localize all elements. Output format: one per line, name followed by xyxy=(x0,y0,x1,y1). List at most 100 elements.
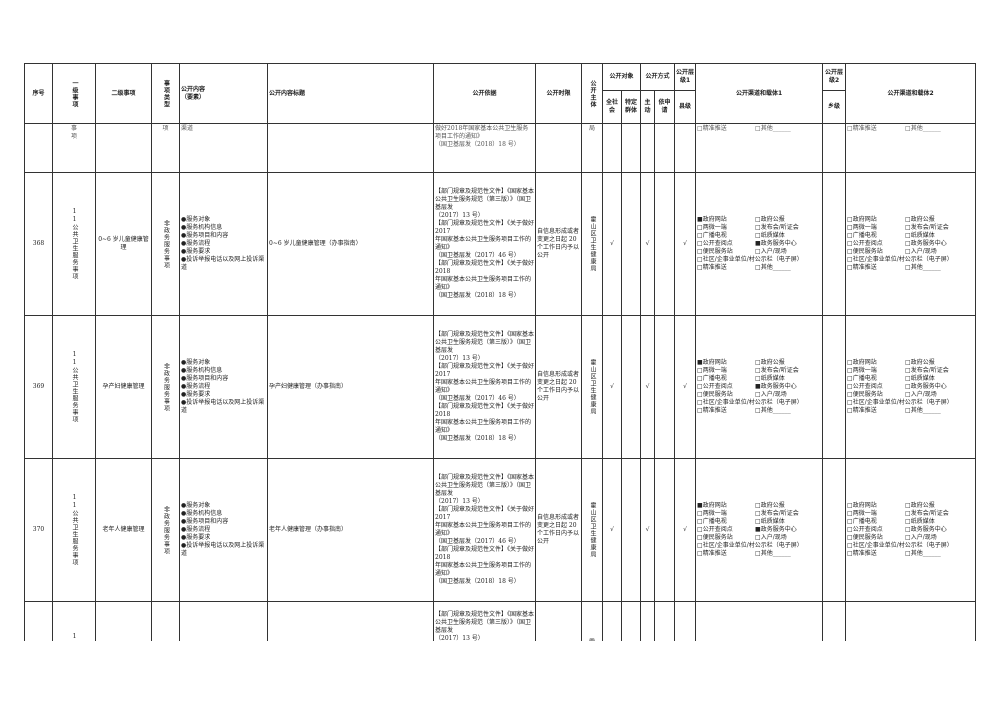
cell-content: ●服务对象 xyxy=(179,601,268,641)
cell-seq: 370 xyxy=(24,458,53,602)
cell-channel-2: □政府网站 □政府公报 □两微一端 □发布会/听证会 □广播电视 □纸质媒体 □公开查阅点 □… xyxy=(845,172,976,316)
channel-option: □两微一端 xyxy=(697,510,727,517)
channel-option: □两微一端 xyxy=(697,367,727,374)
channel-option: □发布会/听证会 xyxy=(755,367,799,374)
channel-option: □政府公报 xyxy=(905,216,935,223)
channel-option: □公开查阅点 xyxy=(847,383,883,390)
cell-content: 渠道 xyxy=(179,123,268,173)
cell-content: ●服务对象 ●服务机构信息 ●服务项目和内容 ●服务流程 ●服务要求 ●投诉举报… xyxy=(179,458,268,602)
cell-level-county: √ xyxy=(674,458,697,602)
channel-option: ■政务服务中心 xyxy=(755,240,797,247)
channel-option: □其他______ xyxy=(905,407,941,414)
channel-option: □公开查阅点 xyxy=(697,240,733,247)
channel-option: □其他______ xyxy=(755,407,791,414)
cell-basis: 【部门规章及规范性文件】《国家基本公共卫生服务规范（第三版）》（国卫基层发 （2… xyxy=(433,601,536,641)
channel-option: □发布会/听证会 xyxy=(755,224,799,231)
cell-basis: 【部门规章及规范性文件】《国家基本公共卫生服务规范（第三版）》（国卫基层发 （2… xyxy=(433,315,536,459)
header-basis: 公开依据 xyxy=(433,63,536,124)
disclosure-table-page: 序号 一级事项 二级事项 事项类型 公开内容 （要素） 公开内容标题 公开依据 … xyxy=(24,63,976,641)
header-method: 公开方式 xyxy=(640,63,676,91)
channel-option: □入户/现场 xyxy=(755,391,787,398)
cell-method-active: √ xyxy=(640,315,656,459)
channel-option: □其他______ xyxy=(905,264,941,271)
cell-title: 孕产妇健康管理（办事指南） xyxy=(267,315,434,459)
channel-option: □纸质媒体 xyxy=(905,232,935,239)
table-row-cut-off: 11 非 ●服务对象 【部门规章及规范性文件】《国家基本公共卫生服务规范（第三版… xyxy=(24,601,976,641)
channel-option: □精准推送 xyxy=(697,550,727,557)
cell-level2: 0~6 岁儿童健康管理 xyxy=(95,172,152,316)
cell-type: 非 xyxy=(151,601,180,641)
channel-option: □入户/现场 xyxy=(905,391,937,398)
header-level-township: 乡级 xyxy=(822,90,847,124)
channel-option: □入户/现场 xyxy=(905,534,937,541)
cell-level2: 老年人健康管理 xyxy=(95,458,152,602)
table-row: 368 11公共卫生服务事项 0~6 岁儿童健康管理 非政务服务事项 ●服务对象… xyxy=(24,172,976,316)
channel-option: □社区/企事业单位/村公示栏（电子屏） xyxy=(697,542,803,549)
header-target: 公开对象 xyxy=(601,63,642,91)
cell-channel-2: □政府网站 □政府公报 □两微一端 □发布会/听证会 □广播电视 □纸质媒体 □公开查阅点 □… xyxy=(845,458,976,602)
channel-option: □入户/现场 xyxy=(905,248,937,255)
channel-option: □入户/现场 xyxy=(755,534,787,541)
channel-option: □便民服务站 xyxy=(847,534,883,541)
channel-option: □其他______ xyxy=(755,550,791,557)
channel-option: □便民服务站 xyxy=(847,248,883,255)
cell-level-county: √ xyxy=(674,172,697,316)
cell-time-limit: 自信息形成或者变更之日起 20 个工作日内予以公开 xyxy=(535,172,582,316)
channel-option: □政府网站 xyxy=(847,216,877,223)
cell-channel-2: □精准推送 □其他______ xyxy=(845,123,976,173)
channel-option: □精准推送 xyxy=(847,407,877,414)
channel-option: □公开查阅点 xyxy=(847,240,883,247)
cell-level-township xyxy=(822,458,847,602)
channel-option: □公开查阅点 xyxy=(697,526,733,533)
channel-option: □两微一端 xyxy=(847,224,877,231)
header-item-type: 事项类型 xyxy=(151,63,180,124)
channel-option: □其他______ xyxy=(905,550,941,557)
channel-option: ■政务服务中心 xyxy=(755,383,797,390)
cell-type: 非政务服务事项 xyxy=(151,172,180,316)
cell-content: ●服务对象 ●服务机构信息 ●服务项目和内容 ●服务流程 ●服务要求 ●投诉举报… xyxy=(179,172,268,316)
header-method-active: 主动 xyxy=(640,90,656,124)
channel-option: □两微一端 xyxy=(847,510,877,517)
channel-option: □政府公报 xyxy=(905,502,935,509)
cell-subject: 霍山区卫生健康局 xyxy=(581,315,603,459)
channel-option: □两微一端 xyxy=(847,367,877,374)
cell-level-township xyxy=(822,172,847,316)
cell-target-all: √ xyxy=(602,458,622,602)
header-channel-1: 公开渠道和载体1 xyxy=(695,63,824,124)
channel-option: □社区/企事业单位/村公示栏（电子屏） xyxy=(697,399,803,406)
cell-seq: 369 xyxy=(24,315,53,459)
cell-target-specific xyxy=(620,315,642,459)
cell-time-limit: 自信息形成或者变更之日起 20 个工作日内予以公开 xyxy=(535,458,582,602)
channel-option: □发布会/听证会 xyxy=(905,510,949,517)
channel-option: □便民服务站 xyxy=(847,391,883,398)
cell-title: 老年人健康管理（办事指南） xyxy=(267,458,434,602)
channel-option: □广播电视 xyxy=(847,232,877,239)
cell-type: 非政务服务事项 xyxy=(151,315,180,459)
channel-option: □广播电视 xyxy=(697,232,727,239)
header-target-specific: 特定群体 xyxy=(620,90,642,124)
channel-option: □社区/企事业单位/村公示栏（电子屏） xyxy=(697,256,803,263)
channel-option: □社区/企事业单位/村公示栏（电子屏） xyxy=(847,256,953,263)
header-target-all: 全社会 xyxy=(602,90,622,124)
cell-target-all: √ xyxy=(602,315,622,459)
channel-option: □公开查阅点 xyxy=(847,526,883,533)
cell-title: 0~6 岁儿童健康管理（办事指南） xyxy=(267,172,434,316)
channel-option: □社区/企事业单位/村公示栏（电子屏） xyxy=(847,542,953,549)
table-row-partial: 事 项 项 渠道 做好2018年国家基本公共卫生服务项目工作的通知》 （国卫基层… xyxy=(24,123,976,173)
cell-level1: 11公共卫生服务事项 xyxy=(52,315,96,459)
cell-level1: 事 项 xyxy=(52,123,96,173)
cell-target-all: √ xyxy=(602,172,622,316)
cell-basis: 【部门规章及规范性文件】《国家基本公共卫生服务规范（第三版）》（国卫基层发 （2… xyxy=(433,172,536,316)
cell-level1: 11公共卫生服务事项 xyxy=(52,172,96,316)
channel-option: □广播电视 xyxy=(847,518,877,525)
channel-option: □发布会/听证会 xyxy=(905,224,949,231)
channel-option: □政府网站 xyxy=(847,359,877,366)
cell-level1: 11公共卫生服务事项 xyxy=(52,458,96,602)
channel-option: ■政府网站 xyxy=(697,502,727,509)
channel-option: □政务服务中心 xyxy=(905,240,947,247)
channel-option: □社区/企事业单位/村公示栏（电子屏） xyxy=(847,399,953,406)
channel-option: □纸质媒体 xyxy=(755,232,785,239)
cell-method-apply xyxy=(654,172,676,316)
cell-level1: 11 xyxy=(52,601,96,641)
channel-option: □政府公报 xyxy=(755,359,785,366)
